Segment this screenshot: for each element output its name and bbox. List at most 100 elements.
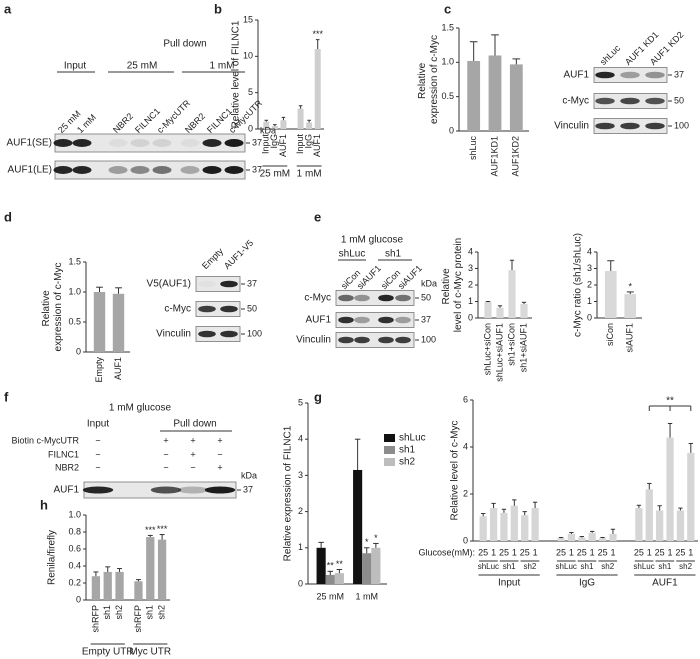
x-tick-label: IgG [269,134,279,149]
bar [467,60,481,131]
x-tick-label: sh1+siCon [506,323,516,366]
row-label: Vinculin [156,329,191,340]
marker-label: 50 [247,303,257,313]
x-tick-label: 1 [688,547,693,557]
y-tick-label: 0.2 [68,577,81,587]
x-tick-label: 25 [499,547,509,557]
x-tick-label: 1 [610,547,615,557]
bar [280,120,287,129]
subgroup-label: shLuc [556,562,577,571]
bar [656,510,664,541]
x-tick-label: 1 [533,547,538,557]
blot-band [224,166,244,174]
blot-band [150,486,182,494]
panel-letter: g [314,389,322,404]
row-label: Vinculin [296,335,331,346]
lane-group-label: shLuc [339,249,366,260]
bar [676,510,685,541]
bar [500,512,508,541]
bar [263,121,270,129]
row-label: AUF1(LE) [8,165,52,176]
condition-sign: − [95,449,100,459]
y-tick-label: 0 [298,578,303,588]
blot-band [354,336,370,344]
row-label: AUF1 [305,315,331,326]
condition-label: NBR2 [55,462,79,472]
legend-swatch [384,434,395,442]
x-tick-label: sh1 [102,605,112,620]
unit-label: kDa [241,470,257,480]
blot-band [354,294,370,302]
lane-label: AUF1-V5 [222,238,255,271]
lane-label: NBR2 [183,111,207,135]
marker-label: 100 [421,334,436,344]
bar [306,122,313,129]
row-label: AUF1(SE) [6,138,52,149]
y-tick-label: 1.0 [68,286,81,296]
y-tick-label: 1 [587,296,592,306]
bar [371,547,381,584]
lane-group-label: 25 mM [127,61,158,72]
bar [316,547,326,584]
bar [115,571,124,600]
blot-band [198,330,216,338]
x-tick-label: shRFP [133,605,143,633]
bar [297,108,304,129]
blot-strip [335,312,415,328]
y-axis-label: Relative level of c-Myc [450,420,461,520]
x-tick-label: AUF1KD1 [489,136,499,177]
panel-letter: a [4,1,12,16]
y-tick-label: 0.4 [68,560,81,570]
blot-strip [335,332,415,348]
condition-sign: + [163,435,168,445]
bar [531,508,539,541]
condition-sign: + [217,462,222,472]
y-tick-label: 0 [468,312,473,322]
condition-sign: − [95,435,100,445]
x-tick-label: 25 [634,547,644,557]
blot-band [72,139,92,147]
y-axis-label: Relative expression of FILNC1 [283,425,294,561]
significance: ** [327,561,335,571]
x-tick-label: sh1 [145,605,155,620]
blot-band [338,336,354,344]
blot-band [220,305,238,313]
blot-strip [195,276,241,292]
blot-band [645,122,665,130]
lane-group-label: Pull down [173,419,216,430]
y-tick-label: 3 [587,263,592,273]
bar [353,469,363,584]
row-label: c-Myc [164,304,191,315]
condition-sign: − [95,462,100,472]
bar [484,301,492,318]
blot-band [224,139,244,147]
y-axis-label: Renila/firefly [47,530,58,585]
y-tick-label: 0 [587,312,592,322]
blot-band [53,166,73,174]
y-tick-label: 0.5 [441,91,454,101]
group-label: Input [498,578,520,589]
group-label: Myc UTR [129,647,171,658]
condition-label: FILNC1 [48,449,79,459]
subgroup-label: shLuc [633,562,654,571]
lane-label: Empty [200,246,225,271]
lane-label: siAUF1 [396,263,424,291]
x-tick-label: 1 [491,547,496,557]
bar [557,538,565,541]
bar [598,538,607,541]
blot-band [130,139,150,147]
significance: * [365,537,369,547]
y-tick-label: 0.8 [68,526,81,536]
panel-letter: e [314,209,321,224]
blot-band [204,486,236,494]
x-tick-label: shRFP [90,605,100,633]
condition-sign: + [217,435,222,445]
y-tick-label: 0 [449,125,454,135]
x-tick-label: 25 [556,547,566,557]
row-label: Vinculin [554,121,589,132]
y-axis-label: Relative expression of c-Myc [41,263,64,352]
blot-band [130,166,150,174]
bar [146,537,155,600]
bar [91,576,101,600]
bar [510,505,518,541]
